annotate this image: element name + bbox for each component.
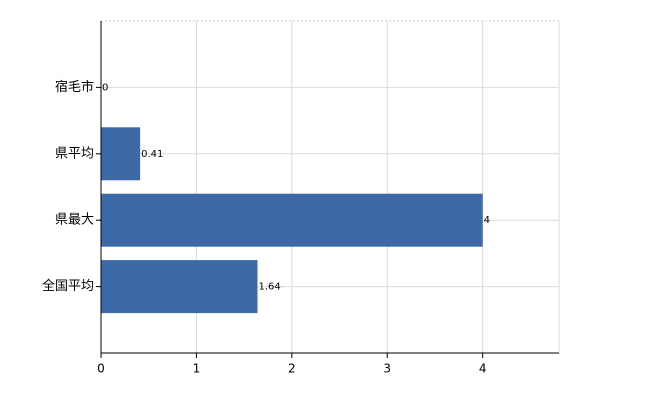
x-tick-label: 1 [193, 362, 201, 376]
value-label: 1.64 [258, 282, 280, 293]
value-label: 0.41 [141, 149, 163, 160]
y-tick-label: 県平均 [55, 146, 94, 161]
x-tick-label: 2 [288, 362, 296, 376]
x-tick-label: 3 [383, 362, 391, 376]
bar [101, 193, 483, 247]
y-tick-label: 宿毛市 [55, 79, 94, 95]
bar [101, 127, 141, 181]
x-tick-label: 0 [97, 362, 105, 376]
value-label: 0 [102, 82, 108, 93]
value-label: 4 [484, 215, 490, 226]
y-tick-label: 県最大 [55, 213, 94, 228]
x-tick-label: 4 [479, 362, 487, 376]
bar [101, 260, 258, 314]
y-tick-label: 全国平均 [42, 278, 94, 294]
